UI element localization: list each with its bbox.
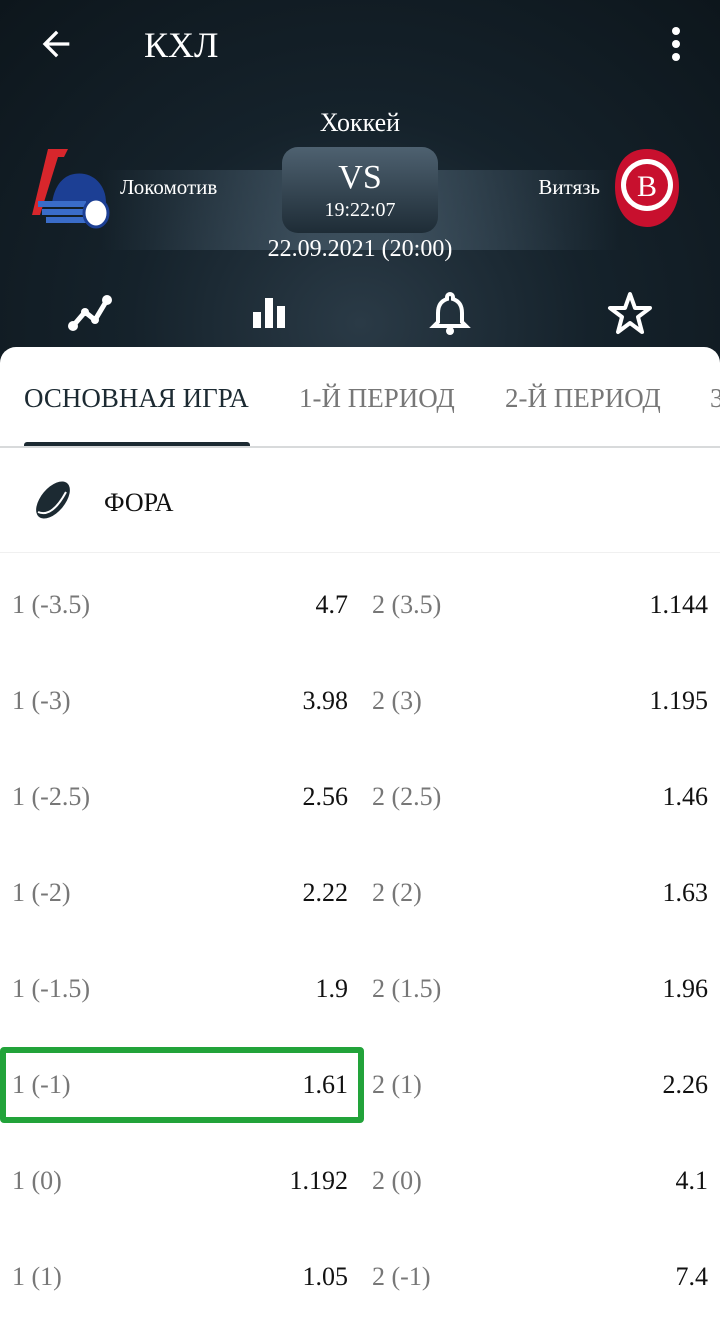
odds-value: 4.1 [675,1166,709,1195]
handicap-label: 2 (-1) [372,1262,431,1291]
odds-row: 1 (-3) 3.98 2 (3) 1.195 [0,653,720,749]
handicap-label: 1 (-2) [12,878,71,907]
team1-logo [32,149,110,229]
odds-value: 1.46 [662,782,709,811]
active-tab-indicator [24,442,250,446]
odds-sheet: ОСНОВНАЯ ИГРА 1-Й ПЕРИОД 2-Й ПЕРИОД 3-Й … [0,347,720,1307]
top-bar: КХЛ [0,0,720,92]
odds-cell-team2[interactable]: 2 (1.5) 1.96 [362,941,720,1037]
odds-value: 2.26 [662,1070,709,1099]
svg-text:B: B [637,170,657,203]
handicap-label: 2 (2.5) [372,782,442,811]
handicap-label: 1 (1) [12,1262,62,1291]
team1-name: Локомотив [120,175,218,199]
star-icon[interactable] [605,290,655,336]
odds-cell-team1[interactable]: 1 (-1.5) 1.9 [0,941,362,1037]
page-title: КХЛ [144,25,219,65]
odds-cell-team1[interactable]: 1 (-1) 1.61 [0,1037,362,1133]
trend-line-icon[interactable] [65,290,115,336]
countdown-timer: 19:22:07 [324,199,396,221]
tab-period-3[interactable]: 3-Й ПЕРИОД [710,383,720,414]
odds-cell-team2[interactable]: 2 (3.5) 1.144 [362,557,720,653]
odds-value: 1.192 [289,1166,349,1195]
handicap-label: 2 (1) [372,1070,422,1099]
bell-icon[interactable] [425,290,475,336]
odds-row: 1 (-3.5) 4.7 2 (3.5) 1.144 [0,557,720,653]
odds-cell-team2[interactable]: 2 (2) 1.63 [362,845,720,941]
odds-value: 1.9 [315,974,349,1003]
tab-period-2[interactable]: 2-Й ПЕРИОД [505,383,661,413]
handicap-label: 2 (2) [372,878,422,907]
odds-cell-team1[interactable]: 1 (-2) 2.22 [0,845,362,941]
handicap-label: 2 (3) [372,686,422,715]
section-title: ФОРА [104,488,174,517]
odds-row: 1 (-2) 2.22 2 (2) 1.63 [0,845,720,941]
odds-value: 2.22 [302,878,349,907]
odds-row: 1 (-1.5) 1.9 2 (1.5) 1.96 [0,941,720,1037]
more-vertical-icon[interactable] [670,26,682,62]
tab-period-1[interactable]: 1-Й ПЕРИОД [299,383,455,413]
hockey-puck-icon [36,481,70,519]
team2-logo: B [615,149,679,227]
handicap-label: 2 (3.5) [372,590,442,619]
odds-cell-team1[interactable]: 1 (-3.5) 4.7 [0,557,362,653]
odds-value: 1.63 [662,878,709,907]
sport-label: Хоккей [319,108,401,137]
odds-value: 3.98 [302,686,349,715]
odds-value: 1.96 [662,974,709,1003]
odds-row: 1 (-2.5) 2.56 2 (2.5) 1.46 [0,749,720,845]
odds-value: 1.195 [649,686,709,715]
arrow-left-icon[interactable] [36,24,76,64]
vs-label: VS [338,159,382,196]
odds-value: 4.7 [315,590,349,619]
vs-box: VS 19:22:07 [282,147,438,233]
odds-value: 7.4 [675,1262,709,1291]
handicap-label: 1 (-2.5) [12,782,90,811]
handicap-label: 1 (-1.5) [12,974,90,1003]
match-header: КХЛ Хоккей Локомотив VS 19:22:07 Витязь … [0,0,720,380]
handicap-label: 1 (-3.5) [12,590,90,619]
odds-cell-team2[interactable]: 2 (-1) 7.4 [362,1229,720,1325]
handicap-label: 1 (0) [12,1166,62,1195]
odds-value: 1.61 [302,1070,349,1099]
handicap-label: 2 (0) [372,1166,422,1195]
odds-value: 1.144 [649,590,709,619]
handicap-label: 2 (1.5) [372,974,442,1003]
odds-row: 1 (1) 1.05 2 (-1) 7.4 [0,1229,720,1325]
odds-row: 1 (0) 1.192 2 (0) 4.1 [0,1133,720,1229]
tab-main-game[interactable]: ОСНОВНАЯ ИГРА [24,383,249,413]
odds-row: 1 (-1) 1.61 2 (1) 2.26 [0,1037,720,1133]
handicap-label: 1 (-3) [12,686,71,715]
handicap-label: 1 (-1) [12,1070,71,1099]
odds-cell-team2[interactable]: 2 (1) 2.26 [362,1037,720,1133]
team2-name: Витязь [538,175,600,199]
odds-cell-team2[interactable]: 2 (3) 1.195 [362,653,720,749]
section-header[interactable]: ФОРА [0,448,720,553]
odds-value: 1.05 [302,1262,349,1291]
bar-chart-icon[interactable] [245,290,295,336]
odds-cell-team1[interactable]: 1 (-3) 3.98 [0,653,362,749]
odds-value: 2.56 [302,782,349,811]
period-tabs: ОСНОВНАЯ ИГРА 1-Й ПЕРИОД 2-Й ПЕРИОД 3-Й … [0,347,720,448]
odds-cell-team1[interactable]: 1 (0) 1.192 [0,1133,362,1229]
selected-odds-highlight [0,1047,364,1123]
odds-cell-team2[interactable]: 2 (2.5) 1.46 [362,749,720,845]
odds-cell-team1[interactable]: 1 (1) 1.05 [0,1229,362,1325]
match-date: 22.09.2021 (20:00) [267,236,453,262]
odds-cell-team1[interactable]: 1 (-2.5) 2.56 [0,749,362,845]
odds-cell-team2[interactable]: 2 (0) 4.1 [362,1133,720,1229]
